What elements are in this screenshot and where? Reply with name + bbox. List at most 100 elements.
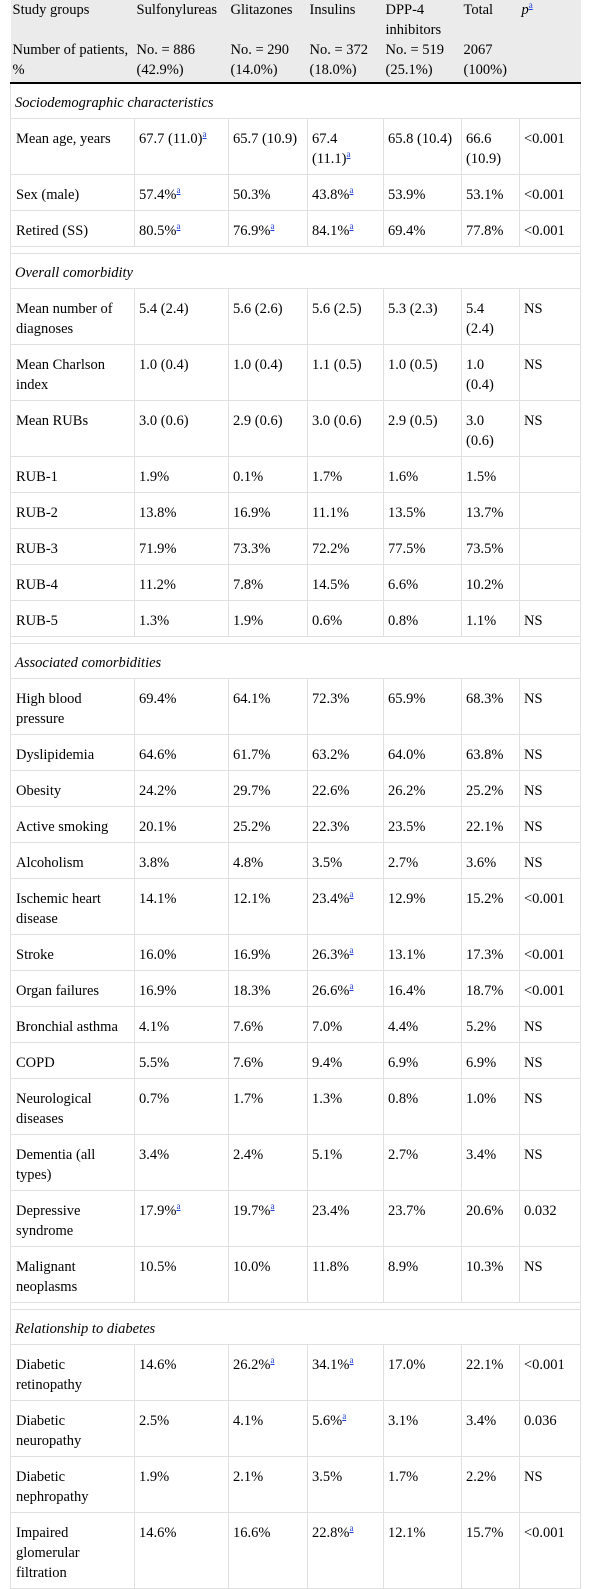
cell-value: NS — [524, 301, 543, 317]
cell-value: 73.3% — [233, 541, 271, 557]
cell-value: 4.8% — [233, 855, 264, 871]
table-cell: 19.7%a — [228, 1190, 308, 1247]
cell-value: 2.1% — [233, 1469, 264, 1485]
table-cell: 63.2% — [307, 734, 384, 771]
table-cell: 6.9% — [461, 1042, 520, 1079]
table-cell: 0.6% — [307, 600, 384, 637]
table-cell: 15.7% — [461, 1512, 520, 1589]
table-cell: 16.6% — [228, 1512, 308, 1589]
table-cell: 65.9% — [383, 678, 462, 735]
table-row: Malignant neoplasms 10.5% 10.0% 11.8% 8.9% 10… — [10, 1246, 581, 1303]
cell-value: 0.8% — [388, 613, 419, 629]
spacer-cell — [10, 1302, 581, 1310]
table-cell: NS — [519, 842, 581, 879]
row-label: Neurological diseases — [10, 1078, 135, 1135]
table-row: Alcoholism 3.8% 4.8% 3.5% 2.7% 3.6% NS — [10, 842, 581, 879]
cell-value: 64.0% — [388, 747, 426, 763]
table-cell: 1.3% — [134, 600, 229, 637]
footnote-link[interactable]: a — [349, 221, 354, 232]
section-spacer — [10, 246, 581, 254]
table-cell: 3.8% — [134, 842, 229, 879]
section-title: Associated comorbidities — [10, 643, 581, 679]
footnote-link[interactable]: a — [176, 185, 181, 196]
table-cell: <0.001 — [519, 174, 581, 211]
row-label: High blood pressure — [10, 678, 135, 735]
table-cell: 20.6% — [461, 1190, 520, 1247]
row-label: Dyslipidemia — [10, 734, 135, 771]
table-cell: 65.7 (10.9) — [228, 118, 308, 175]
row-label: RUB-2 — [10, 492, 135, 529]
table-cell: 68.3% — [461, 678, 520, 735]
footnote-link[interactable]: a — [349, 1523, 354, 1534]
cell-value: 80.5% — [139, 223, 177, 239]
footnote-link[interactable]: a — [528, 0, 533, 11]
cell-value: 1.9% — [139, 469, 170, 485]
cell-value: 16.9% — [233, 947, 271, 963]
header-count-glitazones: No. = 290 (14.0%) — [228, 40, 308, 84]
table-cell: 84.1%a — [307, 210, 384, 247]
table-cell: 10.3% — [461, 1246, 520, 1303]
cell-value: 7.6% — [233, 1055, 264, 1071]
cell-value: 1.9% — [233, 613, 264, 629]
table-cell: 7.0% — [307, 1006, 384, 1043]
table-cell: 11.8% — [307, 1246, 384, 1303]
section-spacer — [10, 636, 581, 644]
footnote-link[interactable]: a — [270, 1201, 275, 1212]
cell-value: NS — [524, 357, 543, 373]
header-dpp4-inhibitors: DPP-4 inhibitors — [383, 0, 462, 40]
cell-value: 20.6% — [466, 1203, 504, 1219]
section-title: Overall comorbidity — [10, 253, 581, 289]
header-count-sulfonylureas: No. = 886 (42.9%) — [134, 40, 229, 84]
footnote-link[interactable]: a — [176, 1201, 181, 1212]
table-row: Active smoking 20.1% 25.2% 22.3% 23.5% 22.1% N… — [10, 806, 581, 843]
table-cell: 13.7% — [461, 492, 520, 529]
table-body: Sociodemographic characteristics Mean age… — [10, 82, 581, 1589]
table-cell: 2.7% — [383, 1134, 462, 1191]
table-cell: 1.0 (0.4) — [228, 344, 308, 401]
table-cell: 53.9% — [383, 174, 462, 211]
cell-value: 26.2% — [233, 1357, 271, 1373]
cell-value: 19.7% — [233, 1203, 271, 1219]
footnote-link[interactable]: a — [346, 149, 351, 160]
header-total: Total — [461, 0, 520, 40]
cell-value: 10.2% — [466, 577, 504, 593]
footnote-link[interactable]: a — [270, 1355, 275, 1366]
table-cell: 1.9% — [134, 1456, 229, 1513]
table-row: Stroke 16.0% 16.9% 26.3%a 13.1% 17.3% <0.001 — [10, 934, 581, 971]
cell-value: 6.9% — [466, 1055, 497, 1071]
row-label: Ischemic heart disease — [10, 878, 135, 935]
footnote-link[interactable]: a — [349, 945, 354, 956]
cell-value: 73.5% — [466, 541, 504, 557]
cell-value: 3.8% — [139, 855, 170, 871]
footnote-link[interactable]: a — [202, 129, 207, 140]
footnote-link[interactable]: a — [349, 981, 354, 992]
cell-value: 18.3% — [233, 983, 271, 999]
cell-value: 22.3% — [312, 819, 350, 835]
cell-value: 11.1% — [312, 505, 349, 521]
cell-value: 17.0% — [388, 1357, 426, 1373]
cell-value: 1.7% — [312, 469, 343, 485]
table-cell: 16.9% — [134, 970, 229, 1007]
footnote-link[interactable]: a — [342, 1411, 347, 1422]
footnote-link[interactable]: a — [176, 221, 181, 232]
header-study-groups: Study groups — [10, 0, 135, 40]
cell-value: 64.6% — [139, 747, 177, 763]
table-cell: 8.9% — [383, 1246, 462, 1303]
cell-value: 1.3% — [139, 613, 170, 629]
table-row: Depressive syndrome 17.9%a 19.7%a 23.4% 23.7… — [10, 1190, 581, 1247]
table-cell: 80.5%a — [134, 210, 229, 247]
table-cell: 2.1% — [228, 1456, 308, 1513]
footnote-link[interactable]: a — [270, 221, 275, 232]
cell-value: 2.9 (0.5) — [388, 413, 438, 429]
cell-value: 1.0 (0.4) — [466, 357, 494, 393]
row-label: Mean age, years — [10, 118, 135, 175]
footnote-link[interactable]: a — [349, 889, 354, 900]
footnote-link[interactable]: a — [349, 185, 354, 196]
cell-value: 3.4% — [466, 1147, 497, 1163]
cell-value: <0.001 — [524, 131, 565, 147]
footnote-link[interactable]: a — [349, 1355, 354, 1366]
row-label: Mean number of diagnoses — [10, 288, 135, 345]
table-cell: 1.0 (0.4) — [461, 344, 520, 401]
cell-value: 63.8% — [466, 747, 504, 763]
cell-value: 16.0% — [139, 947, 177, 963]
